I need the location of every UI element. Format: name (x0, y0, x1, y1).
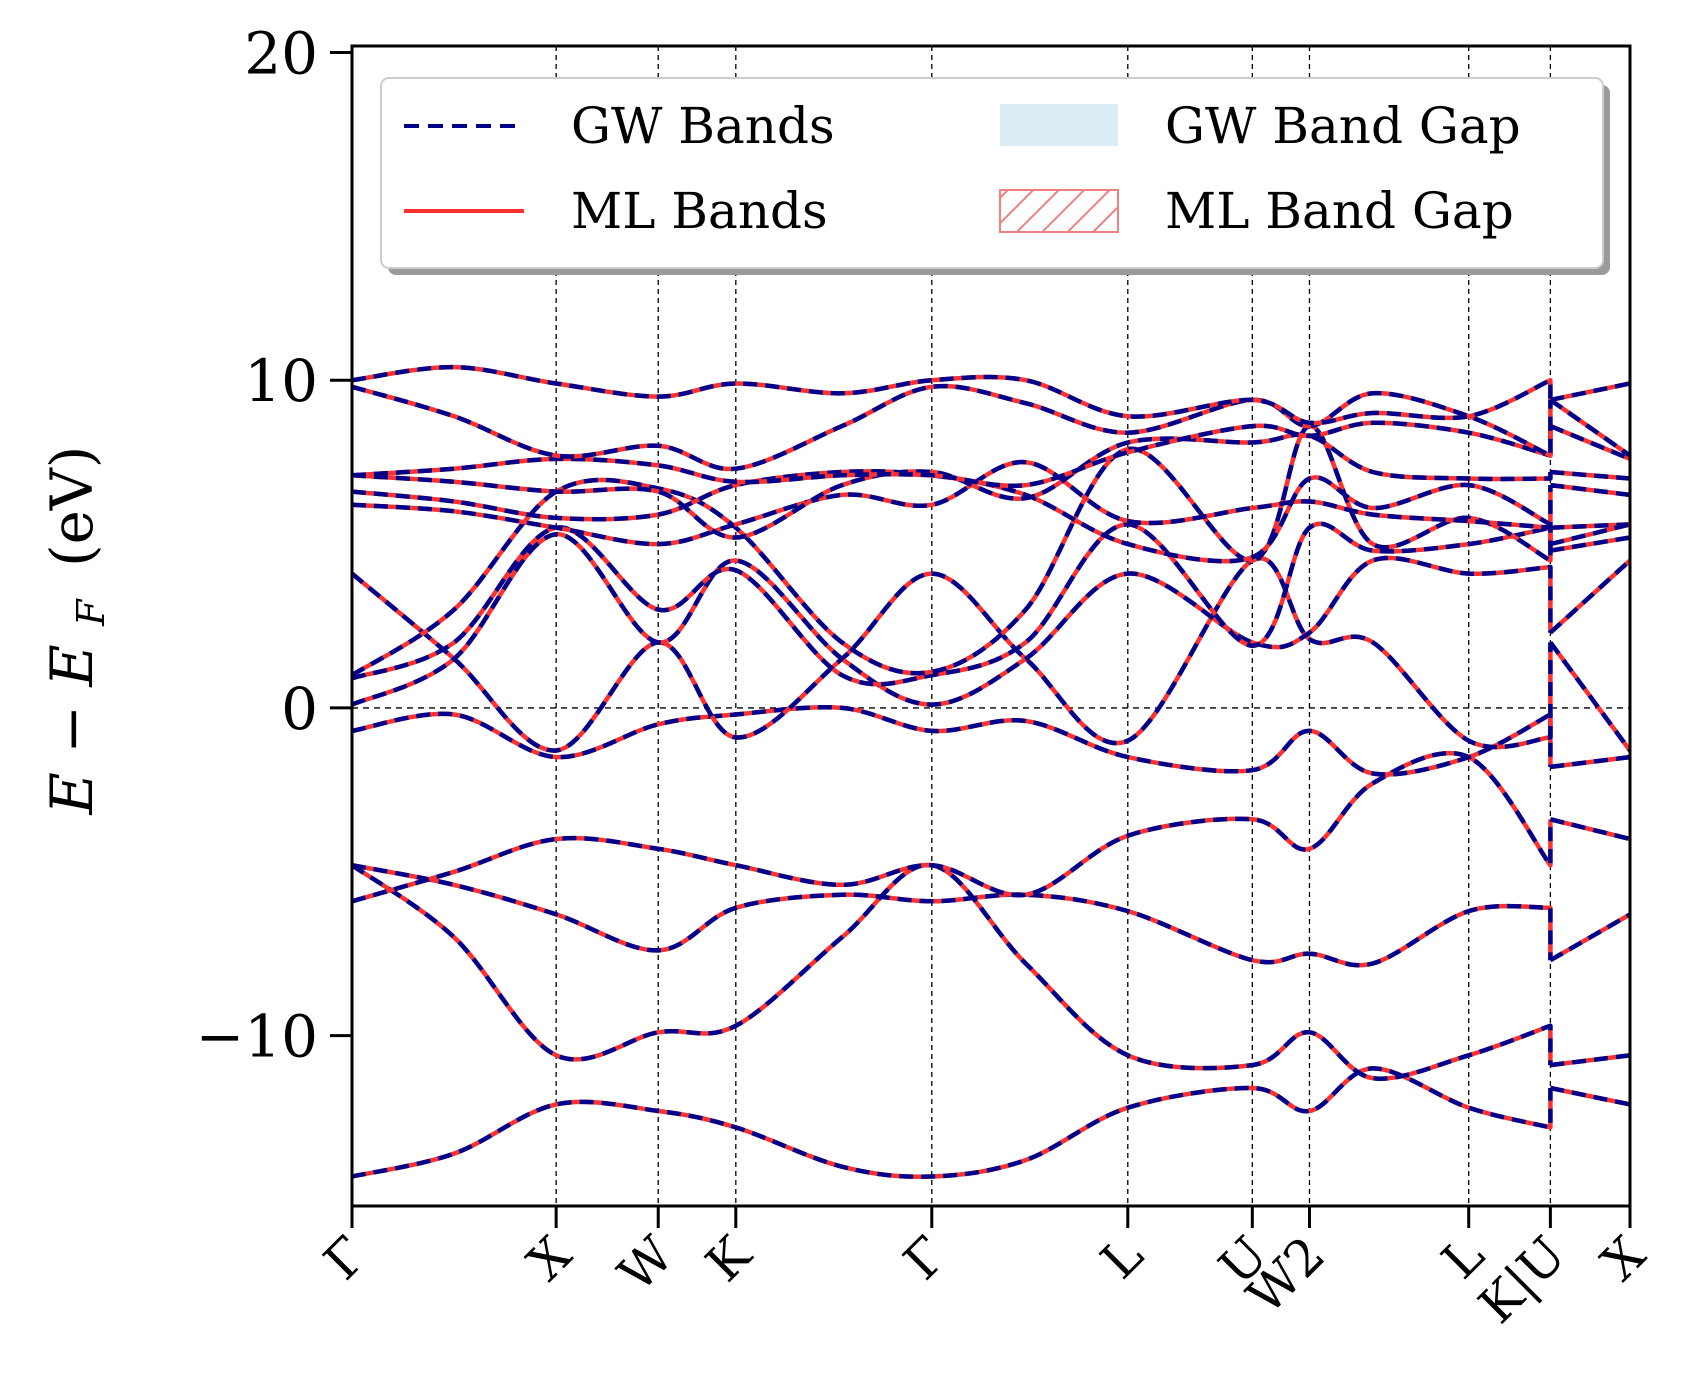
x-tick-label: X (1590, 1225, 1656, 1291)
legend-ml-gap-swatch (999, 189, 1119, 233)
y-axis-label-ef: E (38, 644, 106, 687)
y-axis-label-unit: (eV) (38, 446, 106, 567)
y-tick-label: 10 (244, 347, 318, 415)
legend-gw-gap-swatch (1000, 104, 1118, 146)
gw-band-line (352, 750, 1630, 904)
x-tick-label: L (1090, 1225, 1154, 1289)
gw-band-line (352, 862, 1630, 1081)
legend-ml-bands-label: ML Bands (571, 182, 828, 240)
gw-band-line (352, 459, 1630, 547)
gw-band-line (352, 364, 1630, 426)
x-tick-label: Γ (313, 1225, 379, 1291)
legend-gw-gap-label: GW Band Gap (1165, 97, 1521, 155)
y-axis-label-minus: − (38, 705, 106, 754)
x-tick-label: W (607, 1225, 685, 1303)
y-axis-label-e: E (38, 772, 106, 815)
y-axis-label: E − E F (eV) (38, 446, 118, 816)
x-tick-label: Γ (893, 1225, 959, 1291)
y-axis-label-subscript: F (69, 598, 113, 627)
y-tick-label: 20 (244, 20, 318, 88)
y-tick-label: −10 (196, 1003, 318, 1071)
gw-band-line (352, 420, 1630, 489)
legend-box (380, 77, 1604, 269)
x-tick-label: X (516, 1225, 582, 1291)
y-axis: 20 10 0 −10 (196, 20, 352, 1071)
plot-frame (350, 44, 1632, 1208)
gw-band-line (352, 705, 1630, 777)
gw-band-line (352, 531, 1630, 707)
gw-band-line (352, 383, 1630, 472)
x-tick-label: K|U (1468, 1225, 1577, 1334)
y-tick-label: 0 (281, 675, 318, 743)
gw-band-line (352, 556, 1630, 753)
legend-gw-bands-label: GW Bands (571, 97, 835, 155)
legend-ml-gap-label: ML Band Gap (1165, 182, 1514, 240)
x-axis: Γ X W K Γ L UW2 LK|U X (313, 1206, 1657, 1335)
gw-band-line (352, 862, 1630, 968)
x-tick-label: K (695, 1224, 764, 1293)
legend: GW Bands ML Bands GW Band Gap ML Band Ga… (380, 77, 1610, 275)
band-lines (352, 364, 1630, 1179)
gw-band-line (352, 1066, 1630, 1179)
